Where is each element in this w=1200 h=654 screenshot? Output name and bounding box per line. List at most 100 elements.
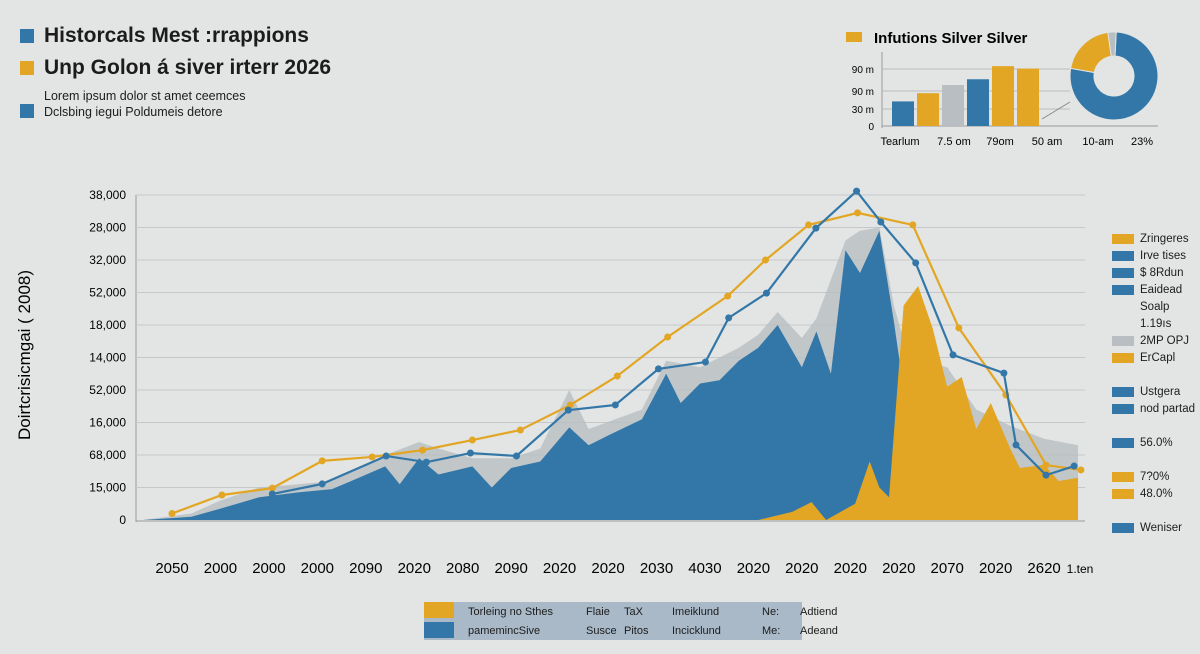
- legend-label: 7?0%: [1140, 470, 1170, 483]
- legend-item: Eaidead: [1112, 281, 1195, 298]
- blue-data-point: [268, 490, 276, 498]
- bottom-table: Torleing no Sthes Flaie TaX Imeiklund Ne: Adt…: [424, 602, 838, 640]
- table-cell: Torleing no Sthes: [468, 606, 553, 618]
- gold-swatch: [1112, 471, 1134, 482]
- blue-data-point: [564, 406, 572, 414]
- gold-line-series: [171, 211, 1082, 515]
- gold-data-point: [318, 457, 326, 465]
- blue-data-point: [762, 289, 770, 297]
- inset-bar: [942, 85, 964, 126]
- gold-data-point: [1077, 466, 1085, 474]
- table-row: pamemincSive Susce Pitos Incicklund Me: Adean…: [468, 625, 860, 637]
- gold-swatch: [20, 61, 34, 75]
- x-tick-label: 2000: [301, 560, 334, 577]
- legend-label: Eaidead: [1140, 283, 1183, 296]
- legend-label: Weniser: [1140, 521, 1182, 534]
- donut-slice: [1069, 31, 1159, 121]
- inset-connector: [1041, 101, 1071, 120]
- gold-data-point: [1042, 461, 1050, 469]
- gray-swatch: [1112, 335, 1134, 346]
- legend-item: 7?0%: [1112, 468, 1195, 485]
- gold-data-point: [955, 324, 963, 332]
- blue-data-point: [466, 449, 474, 457]
- y-tick-label: 28,000: [89, 221, 126, 235]
- x-tick-label: 2000: [252, 560, 285, 577]
- gold-data-point: [468, 436, 476, 444]
- y-tick-label: 16,000: [89, 416, 126, 430]
- legend-item: [1112, 451, 1195, 468]
- x-tick-label: 2020: [882, 560, 915, 577]
- blue-swatch: [1112, 403, 1134, 414]
- y-tick-label: 14,000: [89, 351, 126, 365]
- table-cell: Pitos: [624, 625, 649, 637]
- y-axis-label: Doirtcrisicmgai ( 2008): [15, 270, 34, 440]
- title-line-1: Historcals Mest :rrappions: [20, 24, 309, 48]
- inset-x-label: 50 am: [1032, 136, 1063, 148]
- blue-data-point: [949, 351, 957, 359]
- table-cell: Ne:: [762, 606, 780, 618]
- legend-item: 56.0%: [1112, 434, 1195, 451]
- y-tick-label: 32,000: [89, 253, 126, 267]
- inset-y-tick: 90 m: [852, 65, 874, 76]
- blue-data-point: [1070, 462, 1078, 470]
- table-cell: pamemincSive: [468, 625, 541, 637]
- x-tick-label: 2070: [931, 560, 964, 577]
- gold-data-point: [368, 453, 376, 461]
- gold-swatch: [1112, 488, 1134, 499]
- subtitle-text: Unp Golon á siver irterr 2026: [44, 56, 332, 79]
- gold-swatch: [1112, 352, 1134, 363]
- inset-bar: [1017, 68, 1039, 126]
- main-chart: 0 15,000 68,000 16,000 52,000 14,000 18,000 52,…: [15, 187, 1093, 577]
- legend-item: [1112, 417, 1195, 434]
- gold-data-point: [805, 221, 813, 229]
- gold-data-point: [762, 256, 770, 264]
- gold-data-point: [168, 510, 176, 517]
- inset-bar: [967, 79, 989, 126]
- inset-x-label: Tearlum: [880, 136, 919, 148]
- legend-item: 1.19ıs: [1112, 315, 1195, 332]
- x-tick-label: 2020: [591, 560, 624, 577]
- legend-item: [1112, 366, 1195, 383]
- x-tick-label: 2090: [494, 560, 527, 577]
- blue-swatch: [1112, 522, 1134, 533]
- legend-item: 2MP OPJ: [1112, 332, 1195, 349]
- inset-y-tick: 30 m: [852, 105, 874, 116]
- x-tick-label: 2020: [834, 560, 867, 577]
- table-cell: Adeand: [800, 625, 838, 637]
- legend-label: 1.19ıs: [1140, 317, 1172, 330]
- blue-data-point: [812, 224, 820, 232]
- legend-label: Ustgera: [1140, 385, 1181, 398]
- x-tick-label: 2020: [785, 560, 818, 577]
- gold-area-series: [758, 286, 1079, 520]
- inset-x-label: 23%: [1131, 136, 1153, 148]
- legend-item: 48.0%: [1112, 485, 1195, 502]
- blue-data-point: [1000, 369, 1008, 377]
- inset-bar: [917, 93, 939, 126]
- legend-label: Soalp: [1140, 300, 1170, 313]
- blue-data-point: [853, 187, 861, 195]
- y-tick-label: 18,000: [89, 318, 126, 332]
- blue-swatch: [1112, 267, 1134, 278]
- y-tick-label: 38,000: [89, 188, 126, 202]
- legend-item: Weniser: [1112, 519, 1195, 536]
- blue-swatch: [1112, 284, 1134, 295]
- y-tick-label: 68,000: [89, 448, 126, 462]
- title-line-2: Unp Golon á siver irterr 2026: [20, 56, 331, 80]
- legend-item: Irve tises: [1112, 247, 1195, 264]
- blue-area-series: [142, 230, 909, 520]
- legend-item: Soalp: [1112, 298, 1195, 315]
- x-tick-label: 2090: [349, 560, 382, 577]
- blue-data-point: [1012, 441, 1020, 449]
- blue-swatch: [1112, 250, 1134, 261]
- table-cell: TaX: [624, 606, 643, 618]
- gold-swatch: [846, 32, 862, 42]
- inset-chart: Infutions Silver Silver 90 m 90 m 30 m 0 Tear…: [846, 30, 1159, 148]
- blue-data-point: [877, 218, 885, 226]
- x-tick-label: 2020: [979, 560, 1012, 577]
- legend-item: [1112, 502, 1195, 519]
- blue-swatch: [1112, 386, 1134, 397]
- desc-line-2: Dclsbing iegui Poldumeis detore: [44, 105, 223, 119]
- blue-data-point: [912, 259, 920, 267]
- blue-data-point: [611, 401, 619, 409]
- inset-y-tick: 0: [868, 122, 874, 133]
